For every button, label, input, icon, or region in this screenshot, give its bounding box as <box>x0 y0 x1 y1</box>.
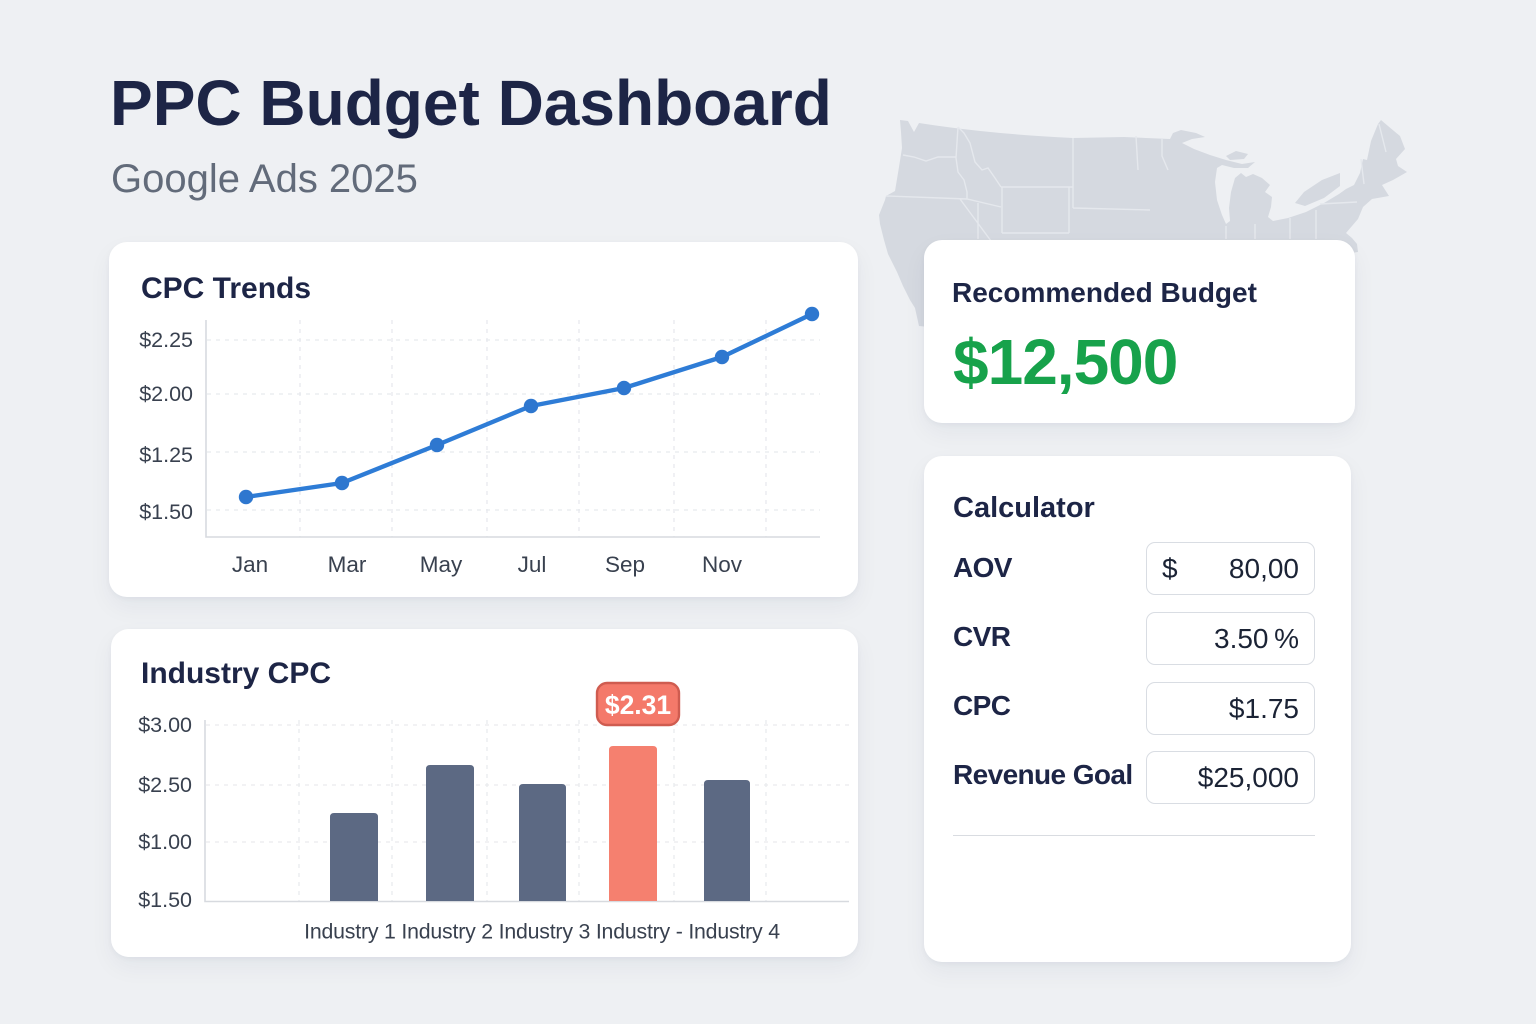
svg-text:Jan: Jan <box>232 552 268 577</box>
svg-text:Nov: Nov <box>702 552 743 577</box>
svg-text:$2.50: $2.50 <box>138 773 192 797</box>
svg-text:$1.50: $1.50 <box>139 500 193 524</box>
svg-text:Sep: Sep <box>605 552 645 577</box>
svg-text:May: May <box>420 552 463 577</box>
svg-text:$1.50: $1.50 <box>138 888 192 912</box>
svg-text:$1.00: $1.00 <box>138 830 192 854</box>
svg-text:Jul: Jul <box>518 552 547 577</box>
svg-text:$1.25: $1.25 <box>139 443 193 467</box>
svg-text:$2.25: $2.25 <box>139 328 193 352</box>
svg-text:Industry 1 Industry 2 Industry: Industry 1 Industry 2 Industry 3 Industr… <box>304 920 780 944</box>
svg-text:Mar: Mar <box>328 552 367 577</box>
svg-text:$2.00: $2.00 <box>139 382 193 406</box>
svg-text:$3.00: $3.00 <box>138 713 192 737</box>
svg-text:$2.31: $2.31 <box>605 690 671 720</box>
